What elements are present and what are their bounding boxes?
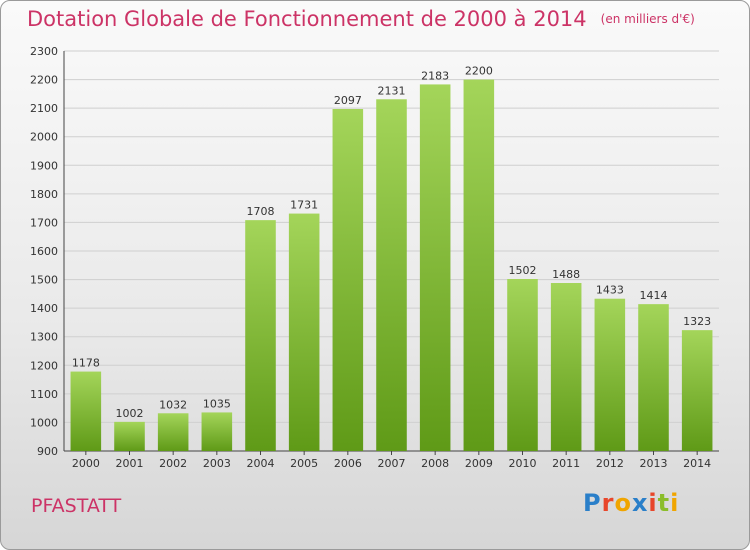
bar-2010	[507, 279, 538, 451]
data-label-2003: 1035	[203, 397, 231, 410]
data-label-2014: 1323	[683, 315, 711, 328]
x-tick-label: 2009	[465, 457, 493, 470]
data-label-2002: 1032	[159, 398, 187, 411]
data-label-2011: 1488	[552, 268, 580, 281]
y-tick-label: 1700	[30, 216, 58, 229]
bar-2007	[376, 99, 407, 452]
data-label-2000: 1178	[72, 357, 100, 370]
y-tick-label: 1200	[30, 359, 58, 372]
y-tick-label: 1100	[30, 388, 58, 401]
y-tick-label: 1300	[30, 331, 58, 344]
logo-letter: i	[648, 489, 658, 517]
commune-name: PFASTATT	[31, 495, 122, 517]
x-tick-label: 2010	[509, 457, 537, 470]
x-tick-label: 2013	[640, 457, 668, 470]
y-tick-label: 1500	[30, 274, 58, 287]
x-tick-label: 2002	[159, 457, 187, 470]
data-label-2008: 2183	[421, 69, 449, 82]
y-tick-label: 1800	[30, 188, 58, 201]
data-label-2004: 1708	[247, 205, 275, 218]
x-tick-label: 2000	[72, 457, 100, 470]
x-tick-label: 2007	[378, 457, 406, 470]
chart-unit: (en milliers d'€)	[600, 12, 695, 26]
logo-letter: t	[657, 489, 671, 517]
bar-2006	[332, 109, 364, 451]
y-tick-label: 1400	[30, 302, 58, 315]
logo-letter: P	[583, 489, 602, 517]
logo-letter: x	[631, 489, 649, 517]
data-label-2006: 2097	[334, 94, 362, 107]
bar-2014	[681, 330, 713, 451]
bar-2013	[638, 304, 669, 451]
data-label-2012: 1433	[596, 284, 624, 297]
bar-2009	[463, 79, 495, 452]
data-label-2009: 2200	[465, 65, 493, 78]
x-tick-label: 2004	[247, 457, 275, 470]
bar-2000	[70, 371, 102, 451]
x-tick-label: 2012	[596, 457, 624, 470]
x-tick-label: 2014	[683, 457, 711, 470]
data-label-2001: 1002	[116, 407, 144, 420]
bar-2008	[419, 84, 451, 451]
logo-letter: i	[670, 489, 680, 517]
bar-2001	[114, 421, 145, 451]
x-tick-label: 2011	[552, 457, 580, 470]
bar-2002	[157, 413, 189, 451]
chart-title-text: Dotation Globale de Fonctionnement de 20…	[27, 7, 587, 31]
bar-2011	[550, 283, 582, 451]
x-tick-label: 2008	[421, 457, 449, 470]
y-tick-label: 2100	[30, 102, 58, 115]
y-tick-label: 1600	[30, 245, 58, 258]
y-tick-label: 2000	[30, 131, 58, 144]
x-tick-label: 2006	[334, 457, 362, 470]
bar-2004	[245, 220, 276, 451]
proxiti-logo: Proxiti	[583, 489, 679, 517]
logo-letter: o	[614, 489, 632, 517]
x-tick-label: 2001	[116, 457, 144, 470]
y-tick-label: 1000	[30, 416, 58, 429]
bar-2012	[594, 298, 626, 451]
y-tick-label: 900	[37, 445, 58, 458]
data-label-2007: 2131	[378, 84, 406, 97]
bar-2005	[288, 213, 320, 451]
bar-2003	[201, 412, 233, 451]
x-tick-label: 2005	[290, 457, 318, 470]
chart-title: Dotation Globale de Fonctionnement de 20…	[27, 7, 695, 31]
x-tick-label: 2003	[203, 457, 231, 470]
data-label-2005: 1731	[290, 199, 318, 212]
y-tick-label: 1900	[30, 159, 58, 172]
logo-letter: r	[601, 489, 615, 517]
y-tick-label: 2200	[30, 74, 58, 87]
data-label-2010: 1502	[509, 264, 537, 277]
data-label-2013: 1414	[640, 289, 668, 302]
y-tick-label: 2300	[30, 45, 58, 58]
